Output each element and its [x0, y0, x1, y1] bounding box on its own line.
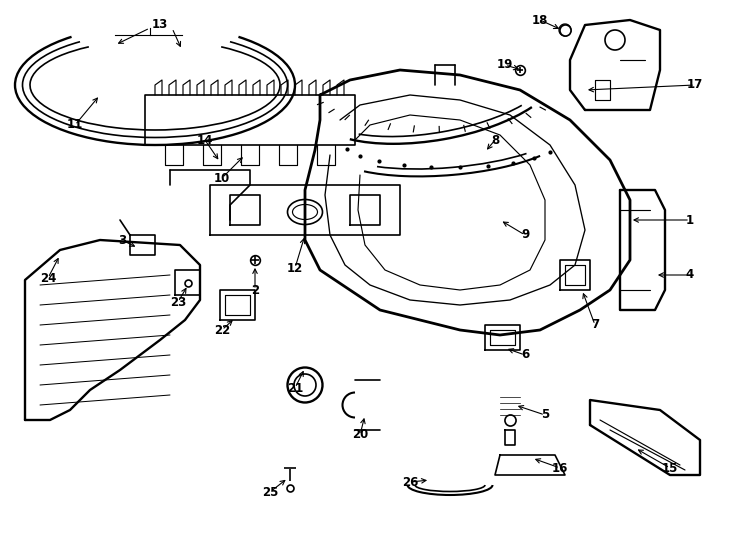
Text: 12: 12 — [287, 261, 303, 274]
Text: 22: 22 — [214, 323, 230, 336]
Text: 26: 26 — [401, 476, 418, 489]
Text: 15: 15 — [662, 462, 678, 475]
Text: 6: 6 — [521, 348, 529, 361]
Text: 1: 1 — [686, 213, 694, 226]
Text: 11: 11 — [67, 118, 83, 132]
Text: 21: 21 — [287, 381, 303, 395]
Text: 18: 18 — [532, 14, 548, 26]
Text: 5: 5 — [541, 408, 549, 422]
Text: 14: 14 — [197, 133, 213, 146]
Text: 10: 10 — [214, 172, 230, 185]
Text: 7: 7 — [591, 319, 599, 332]
Text: 13: 13 — [152, 18, 168, 31]
Text: 25: 25 — [262, 485, 278, 498]
Text: 23: 23 — [170, 295, 186, 308]
Text: 4: 4 — [686, 268, 694, 281]
Text: 3: 3 — [118, 233, 126, 246]
Text: 17: 17 — [687, 78, 703, 91]
Text: 2: 2 — [251, 284, 259, 296]
Text: 8: 8 — [491, 133, 499, 146]
Text: 19: 19 — [497, 58, 513, 71]
Text: 20: 20 — [352, 429, 368, 442]
Text: 9: 9 — [521, 228, 529, 241]
Text: 24: 24 — [40, 272, 57, 285]
Text: 16: 16 — [552, 462, 568, 475]
